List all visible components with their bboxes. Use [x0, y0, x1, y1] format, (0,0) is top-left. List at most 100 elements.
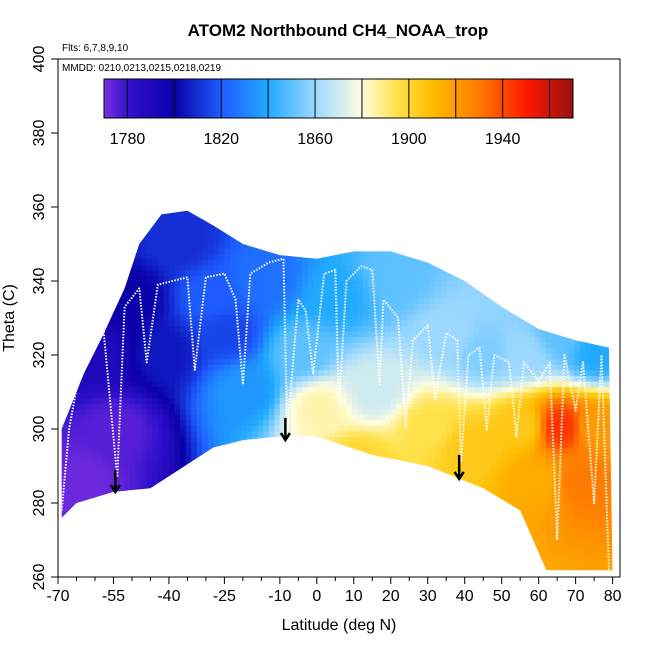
heatmap-cell: [435, 347, 442, 354]
heatmap-cell: [141, 508, 148, 515]
heatmap-cell: [435, 436, 442, 443]
heatmap-cell: [218, 464, 225, 471]
heatmap-cell: [91, 553, 98, 560]
heatmap-cell: [413, 198, 419, 204]
heatmap-cell: [213, 281, 220, 288]
heatmap-cell: [268, 525, 275, 532]
heatmap-cell: [96, 303, 103, 310]
heatmap-cell: [207, 503, 214, 510]
heatmap-cell: [374, 258, 381, 265]
heatmap-cell: [191, 553, 198, 560]
heatmap-cell: [274, 210, 281, 215]
heatmap-cell: [218, 292, 225, 299]
heatmap-cell: [124, 242, 131, 249]
heatmap-cell: [263, 486, 270, 493]
heatmap-cell: [446, 519, 453, 526]
heatmap-cell: [302, 430, 309, 437]
heatmap-cell: [113, 353, 120, 360]
heatmap-cell: [429, 447, 436, 454]
heatmap-cell: [202, 414, 209, 421]
heatmap-cell: [307, 325, 314, 332]
heatmap-cell: [113, 303, 120, 310]
heatmap-cell: [152, 314, 159, 321]
heatmap-cell: [407, 386, 414, 393]
heatmap-cell: [252, 292, 259, 299]
heatmap-cell: [241, 447, 248, 454]
heatmap-cell: [335, 364, 342, 371]
heatmap-cell: [307, 210, 314, 215]
heatmap-cell: [124, 458, 131, 465]
heatmap-cell: [252, 408, 259, 415]
heatmap-cell: [96, 408, 103, 415]
heatmap-cell: [318, 464, 325, 471]
heatmap-cell: [379, 558, 386, 565]
heatmap-cell: [418, 441, 425, 449]
heatmap-cell: [124, 292, 131, 299]
heatmap-cell: [168, 469, 175, 476]
heatmap-cell: [424, 425, 431, 432]
heatmap-cell: [435, 514, 442, 521]
heatmap-cell: [363, 475, 370, 482]
heatmap-cell: [207, 314, 214, 321]
heatmap-cell: [185, 275, 192, 282]
heatmap-cell: [290, 558, 297, 565]
heatmap-cell: [119, 536, 126, 543]
heatmap-cell: [252, 353, 259, 360]
heatmap-cell: [335, 430, 342, 437]
heatmap-cell: [61, 353, 65, 360]
heatmap-cell: [207, 553, 214, 560]
heatmap-cell: [213, 558, 220, 565]
heatmap-cell: [207, 308, 214, 315]
heatmap-cell: [274, 275, 281, 282]
heatmap-cell: [412, 364, 419, 371]
heatmap-cell: [268, 219, 275, 227]
heatmap-cell: [351, 453, 358, 460]
heatmap-cell: [451, 397, 458, 404]
heatmap-cell: [379, 336, 386, 343]
heatmap-cell: [163, 219, 170, 227]
heatmap-cell: [390, 453, 397, 460]
heatmap-cell: [412, 314, 419, 321]
heatmap-cell: [263, 408, 270, 415]
heatmap-cell: [302, 258, 309, 265]
heatmap-cell: [285, 286, 292, 293]
heatmap-cell: [191, 558, 198, 565]
heatmap-cell: [258, 203, 264, 209]
heatmap-cell: [346, 369, 353, 376]
heatmap-cell: [385, 514, 392, 521]
heatmap-cell: [457, 408, 464, 415]
heatmap-cell: [374, 286, 381, 293]
heatmap-cell: [296, 353, 303, 360]
heatmap-cell: [69, 331, 76, 338]
heatmap-cell: [252, 480, 259, 487]
heatmap-cell: [396, 486, 403, 493]
heatmap-cell: [207, 525, 214, 532]
heatmap-cell: [379, 269, 386, 277]
heatmap-cell: [329, 292, 336, 299]
heatmap-cell: [374, 530, 381, 537]
heatmap-cell: [74, 353, 81, 360]
heatmap-cell: [191, 386, 198, 393]
heatmap-cell: [357, 419, 364, 426]
heatmap-cell: [335, 541, 342, 548]
heatmap-cell: [329, 380, 336, 388]
heatmap-cell: [374, 314, 381, 321]
heatmap-cell: [191, 258, 198, 265]
heatmap-cell: [69, 286, 76, 293]
heatmap-cell: [446, 425, 453, 432]
heatmap-cell: [401, 286, 408, 293]
heatmap-cell: [324, 236, 331, 243]
heatmap-cell: [407, 486, 414, 493]
heatmap-cell: [202, 210, 209, 215]
heatmap-cell: [313, 503, 320, 510]
heatmap-cell: [146, 358, 153, 365]
heatmap-cell: [135, 386, 142, 393]
heatmap-cell: [390, 508, 397, 515]
heatmap-cell: [163, 347, 170, 354]
heatmap-cell: [218, 503, 225, 510]
heatmap-cell: [191, 453, 198, 460]
heatmap-cell: [130, 242, 137, 249]
heatmap-cell: [185, 436, 192, 443]
heatmap-cell: [351, 475, 358, 482]
heatmap-cell: [429, 480, 436, 487]
